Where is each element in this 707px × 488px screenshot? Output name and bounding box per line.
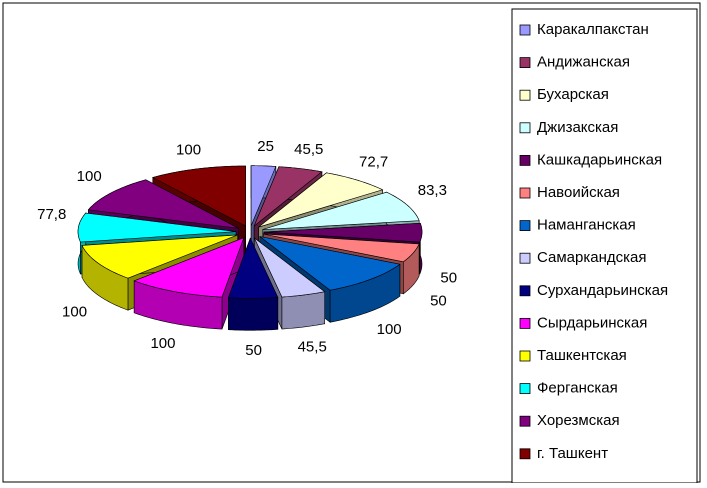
slice-top	[133, 237, 245, 298]
data-label: 100	[77, 168, 102, 185]
slice-top	[227, 237, 279, 299]
slice-top	[258, 172, 384, 228]
data-label: 100	[176, 141, 201, 158]
slice-top	[263, 233, 420, 263]
slice	[133, 237, 245, 330]
slice-wall	[281, 291, 326, 330]
data-label: 77,8	[37, 206, 66, 223]
data-label: 100	[377, 321, 402, 338]
legend-label: Навоийская	[537, 184, 620, 201]
legend-swatch	[519, 57, 531, 68]
slice-top	[250, 165, 277, 226]
legend-swatch	[519, 317, 531, 329]
slice-wall	[228, 297, 279, 331]
legend-label: Сурхандарьинская	[537, 282, 668, 299]
legend-swatch	[519, 448, 531, 460]
legend-swatch	[519, 285, 531, 297]
legend-label: Ташкентская	[537, 347, 627, 364]
data-label: 50	[430, 292, 447, 309]
data-label: 45,5	[298, 338, 327, 355]
slice-top	[77, 212, 237, 243]
legend-box	[511, 8, 698, 484]
legend-label: Кашкадарьинская	[537, 151, 662, 168]
slice-top	[262, 191, 420, 230]
legend-swatch	[519, 154, 531, 166]
data-label: 45,5	[294, 141, 323, 158]
legend-swatch	[519, 383, 531, 395]
slice	[254, 237, 326, 330]
legend-label: г. Ташкент	[537, 445, 608, 462]
legend-swatch	[519, 122, 531, 134]
data-label: 72,7	[359, 154, 388, 171]
legend-label: Андижанская	[537, 54, 630, 71]
legend-swatch	[519, 89, 531, 101]
legend-swatch	[519, 350, 531, 362]
slice-top	[253, 166, 323, 227]
data-label: 25	[257, 138, 274, 155]
legend-label: Хорезмская	[537, 412, 620, 429]
legend-label: Ферганская	[537, 380, 618, 397]
slice-top	[263, 222, 423, 243]
legend-label: Наманганская	[537, 217, 636, 234]
data-label: 100	[62, 303, 87, 320]
data-label: 50	[440, 270, 457, 287]
legend-label: Каракалпакстан	[537, 21, 649, 38]
slice-top	[254, 237, 326, 298]
legend-swatch	[519, 187, 531, 199]
slice-top	[87, 179, 239, 229]
legend-swatch	[519, 252, 531, 264]
slice	[227, 237, 279, 331]
slice-top	[151, 165, 246, 227]
legend-swatch	[519, 415, 531, 427]
data-label: 83,3	[418, 182, 447, 199]
legend-label: Самаркандская	[537, 249, 646, 266]
slice-top	[81, 234, 238, 279]
data-label: 50	[245, 342, 262, 359]
legend-label: Джизакская	[537, 119, 618, 136]
data-label: 100	[150, 335, 175, 352]
slice-top	[259, 236, 401, 291]
legend-swatch	[519, 220, 531, 232]
legend-label: Бухарская	[537, 86, 609, 103]
legend-label: Сырдарьинская	[537, 314, 647, 331]
legend-swatch	[519, 24, 531, 36]
